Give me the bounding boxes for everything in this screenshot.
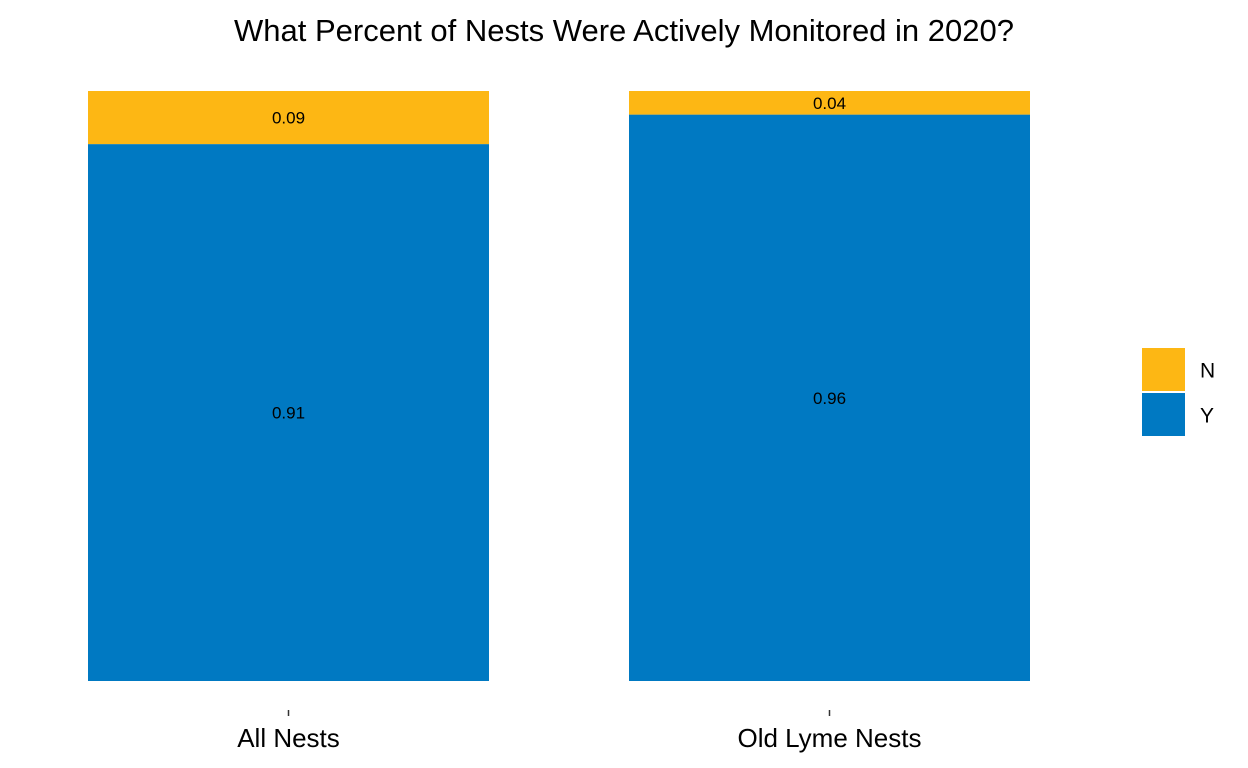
bar-segment-y-1: [88, 144, 489, 682]
bar-segment-y-2: [629, 114, 1030, 682]
bar-segment-n-1: [88, 91, 489, 145]
chart-title: What Percent of Nests Were Actively Moni…: [234, 13, 1014, 48]
bar-segment-n-2: [629, 91, 1030, 115]
data-label-y-1: 0.91: [272, 404, 305, 423]
legend-key-n: [1142, 348, 1185, 391]
legend-label-n: N: [1200, 360, 1215, 383]
data-label-n-2: 0.04: [813, 94, 846, 113]
x-axis: All Nests Old Lyme Nests: [237, 710, 921, 753]
bars-layer: 0.91 0.09 0.96 0.04: [88, 91, 1030, 682]
legend-label-y: Y: [1200, 405, 1214, 428]
x-tick-label-1: All Nests: [237, 723, 340, 753]
data-label-n-1: 0.09: [272, 109, 305, 128]
legend: NY: [1142, 348, 1215, 436]
data-label-y-2: 0.96: [813, 389, 846, 408]
x-tick-label-2: Old Lyme Nests: [738, 723, 922, 753]
legend-key-y: [1142, 393, 1185, 436]
